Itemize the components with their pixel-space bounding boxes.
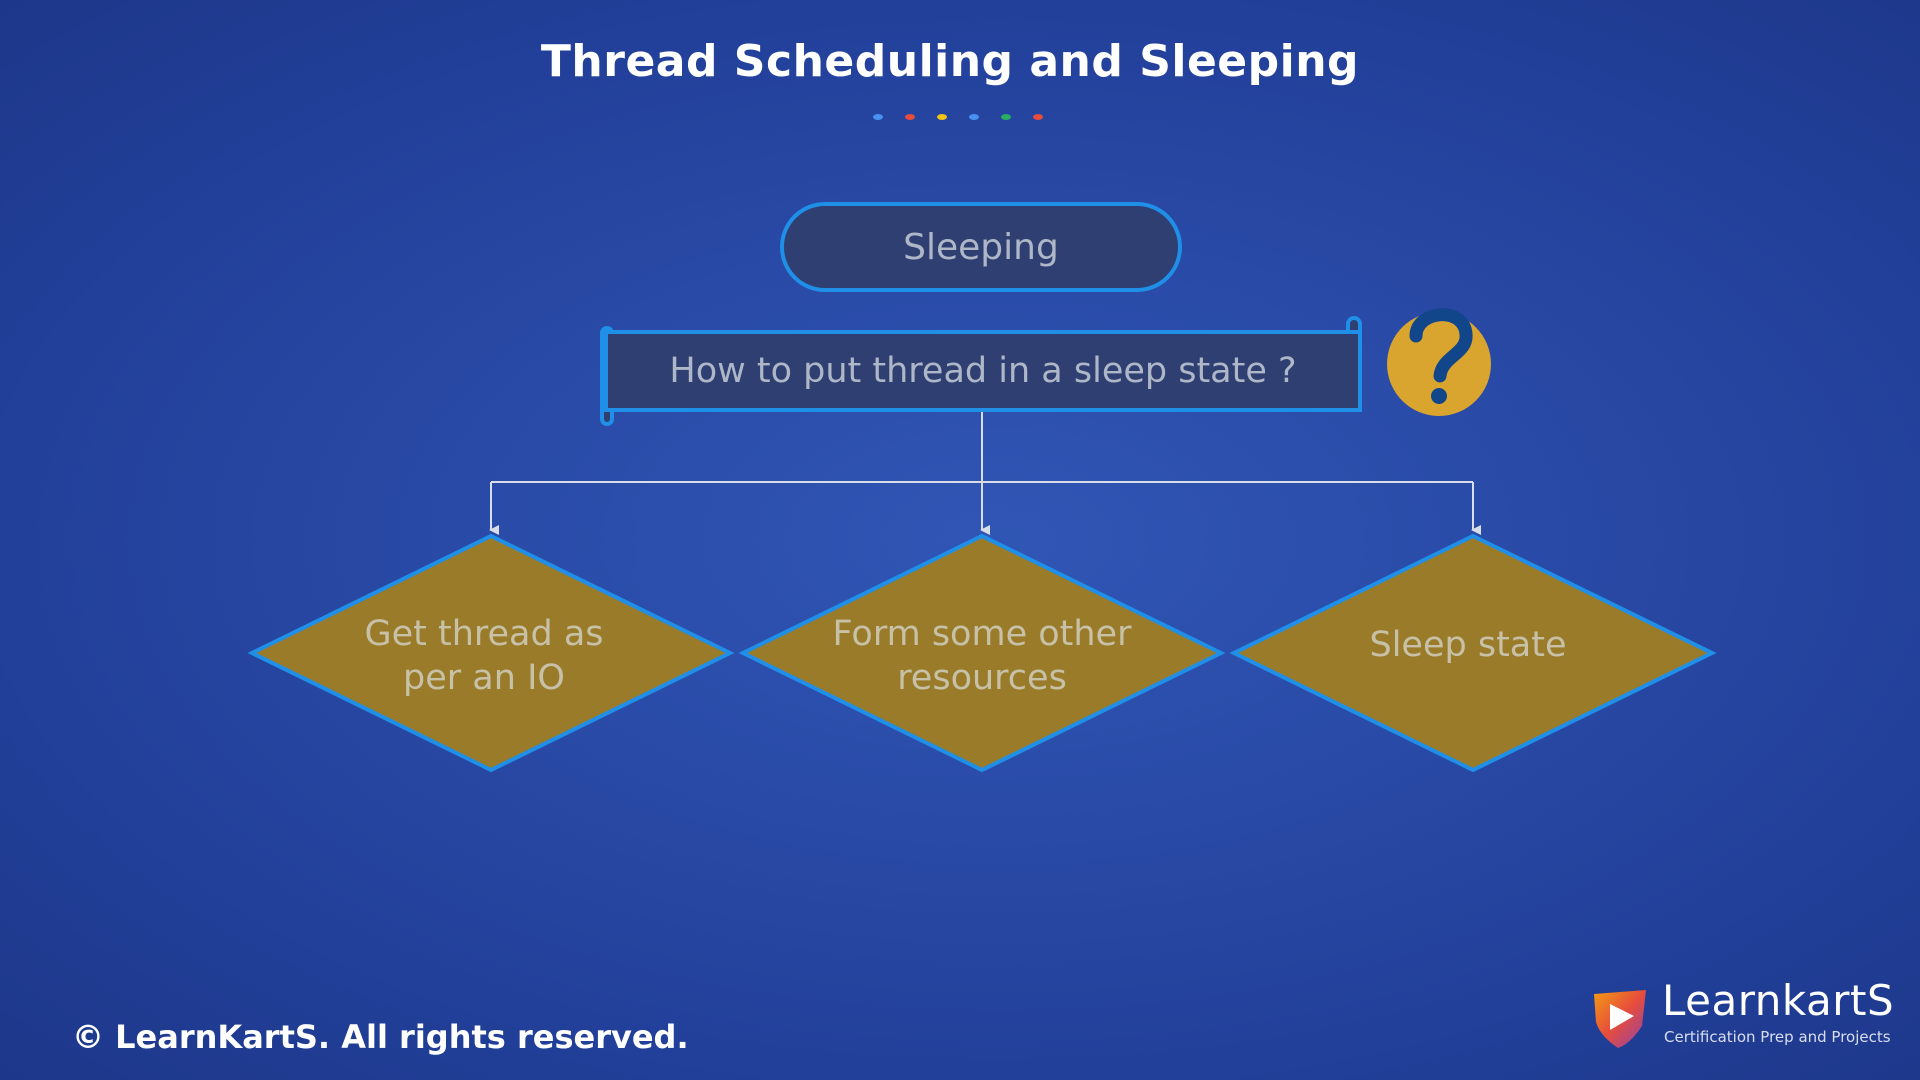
diamond-other-resources — [738, 533, 1226, 773]
branch-sleep-state-label: Sleep state — [1288, 623, 1648, 667]
branch-other-resources-label: Form some other resources — [802, 612, 1162, 700]
dot-1 — [873, 114, 883, 120]
dot-6 — [1033, 114, 1043, 120]
branch-get-thread-line2: per an IO — [403, 658, 565, 698]
sleeping-node: Sleeping — [780, 202, 1182, 292]
question-mark-icon — [1387, 308, 1491, 416]
scroll-curl-right — [1346, 316, 1362, 334]
dot-3 — [937, 114, 947, 120]
diamond-get-thread — [247, 533, 735, 773]
logo-name: LearnkartS — [1662, 976, 1895, 1025]
dot-2 — [905, 114, 915, 120]
branch-other-resources-line1: Form some other — [832, 614, 1132, 654]
dot-5 — [1001, 114, 1011, 120]
dot-4 — [969, 114, 979, 120]
branch-get-thread-label: Get thread as per an IO — [304, 612, 664, 700]
branch-get-thread-line1: Get thread as — [364, 614, 604, 654]
play-shield-icon — [1594, 990, 1646, 1048]
logo-tagline: Certification Prep and Projects — [1664, 1028, 1891, 1046]
diamond-sleep-state — [1229, 533, 1717, 773]
decorative-dots — [873, 114, 1043, 120]
question-node: How to put thread in a sleep state ? — [604, 330, 1362, 412]
copyright-footer: © LearnKartS. All rights reserved. — [72, 1018, 689, 1056]
branch-other-resources-line2: resources — [897, 658, 1067, 698]
branch-sleep-state-line1: Sleep state — [1369, 625, 1567, 665]
learnkarts-logo: LearnkartS Certification Prep and Projec… — [1590, 976, 1894, 1052]
slide-title: Thread Scheduling and Sleeping — [540, 36, 1360, 87]
